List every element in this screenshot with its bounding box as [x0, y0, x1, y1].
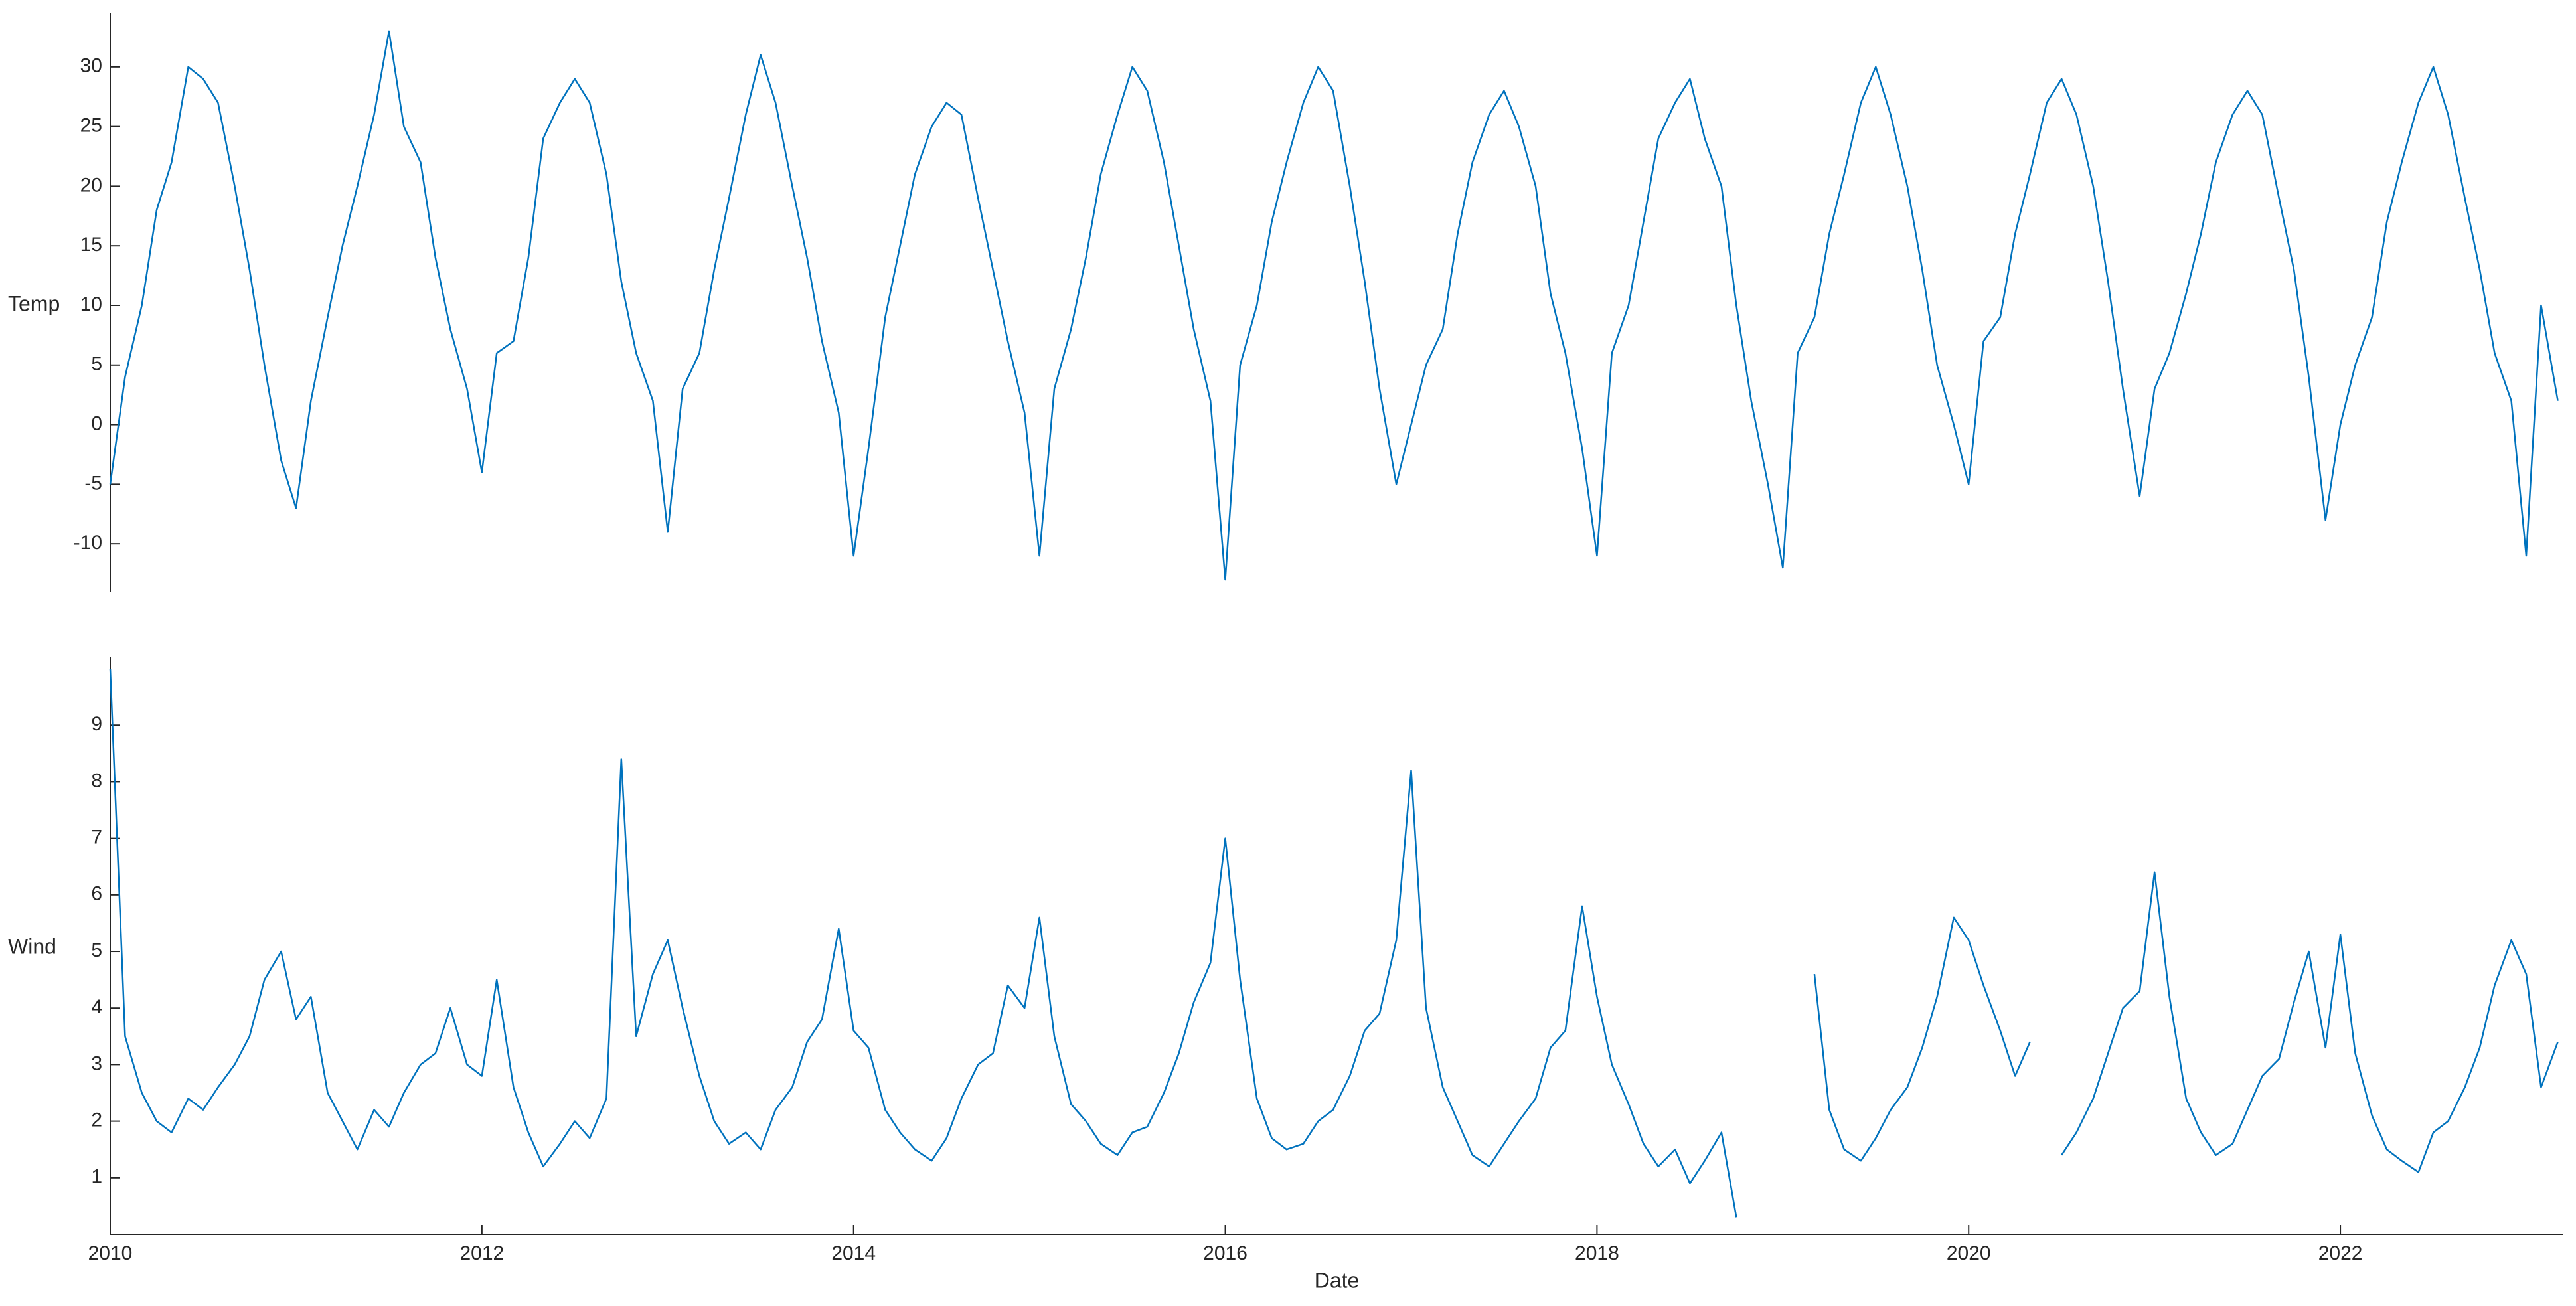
x-tick-label: 2020 [1947, 1242, 1991, 1264]
x-tick-label: 2018 [1575, 1242, 1619, 1264]
x-tick-label: 2010 [88, 1242, 133, 1264]
y-tick-label: 15 [80, 234, 102, 256]
x-tick-label: 2016 [1203, 1242, 1248, 1264]
y-tick-label: 3 [91, 1052, 102, 1074]
y-tick-label: 7 [91, 827, 102, 849]
x-tick-label: 2012 [459, 1242, 504, 1264]
data-line [109, 668, 2559, 1218]
y-tick-label: 0 [91, 412, 102, 434]
x-axis-label: Date [1315, 1268, 1360, 1292]
y-tick-label: 5 [91, 939, 102, 961]
data-line [109, 30, 2559, 581]
x-tick-label: 2022 [2318, 1242, 2363, 1264]
y-tick-label: 10 [80, 293, 102, 315]
y-tick-label: 8 [91, 770, 102, 791]
y-tick-label: 6 [91, 883, 102, 905]
y-tick-label: 1 [91, 1166, 102, 1188]
y-axis-label: Temp [8, 291, 60, 315]
y-axis-label: Wind [8, 934, 56, 958]
y-tick-label: 9 [91, 713, 102, 735]
y-tick-label: 4 [91, 996, 102, 1018]
y-tick-label: 20 [80, 174, 102, 196]
x-tick-label: 2014 [831, 1242, 876, 1264]
y-tick-label: -5 [84, 472, 102, 494]
y-tick-label: 25 [80, 115, 102, 137]
y-tick-label: -10 [74, 532, 102, 554]
y-tick-label: 5 [91, 353, 102, 375]
y-tick-label: 2 [91, 1109, 102, 1131]
y-tick-label: 30 [80, 55, 102, 77]
